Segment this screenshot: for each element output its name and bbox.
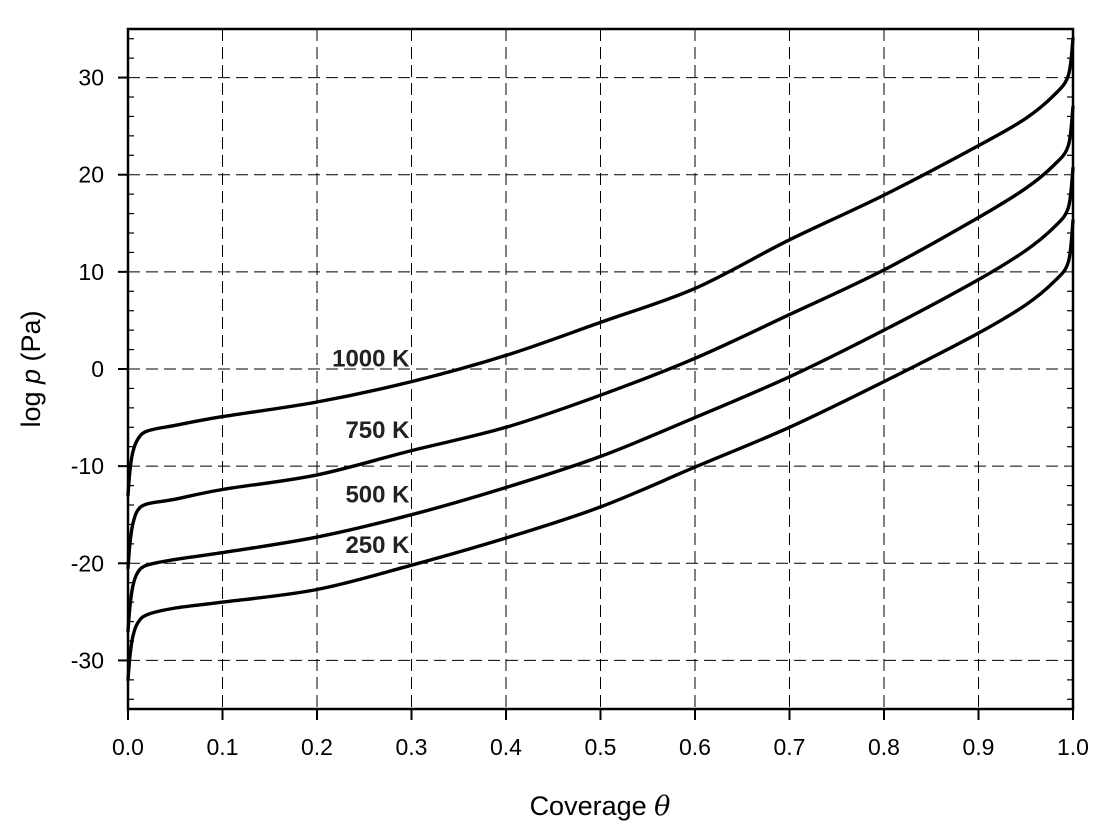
curve-label: 250 K bbox=[345, 532, 410, 559]
curve-label: 1000 K bbox=[332, 345, 410, 372]
curve-1000k bbox=[126, 37, 1075, 497]
curve-250k bbox=[126, 218, 1075, 682]
x-tick-label: 0.3 bbox=[396, 734, 428, 760]
y-tick-label: -20 bbox=[71, 550, 104, 576]
x-tick-label: 0.8 bbox=[868, 734, 900, 760]
x-tick-label: 0.4 bbox=[490, 734, 522, 760]
y-axis-title: log p (Pa) bbox=[16, 310, 46, 427]
x-tick-label: 0.6 bbox=[679, 734, 711, 760]
y-tick-label: -10 bbox=[71, 453, 104, 479]
y-tick-label: 10 bbox=[78, 259, 104, 285]
data-curves bbox=[126, 37, 1075, 682]
y-tick-label: 20 bbox=[78, 162, 104, 188]
y-axis-tick-labels: 30 20 10 0 -10 -20 -30 bbox=[71, 65, 104, 674]
p-symbol: p bbox=[16, 369, 46, 385]
x-axis-title: Coverage θ bbox=[530, 791, 671, 822]
x-tick-label: 0.5 bbox=[585, 734, 617, 760]
x-tick-label: 0.0 bbox=[112, 734, 144, 760]
x-tick-label: 1.0 bbox=[1057, 734, 1089, 760]
plot-frame bbox=[126, 27, 1075, 711]
axis-ticks bbox=[118, 38, 1074, 720]
x-tick-label: 0.2 bbox=[301, 734, 333, 760]
y-tick-label: 0 bbox=[91, 356, 104, 382]
curve-labels: 1000 K 750 K 500 K 250 K bbox=[332, 345, 410, 559]
theta-symbol: θ bbox=[654, 791, 670, 822]
x-axis-tick-labels: 0.0 0.1 0.2 0.3 0.4 0.5 0.6 0.7 0.8 0.9 1.0 bbox=[112, 734, 1089, 760]
grid-lines bbox=[128, 29, 1073, 709]
x-tick-label: 0.1 bbox=[207, 734, 239, 760]
y-tick-label: 30 bbox=[78, 65, 104, 91]
curve-label: 500 K bbox=[345, 481, 410, 508]
x-tick-label: 0.7 bbox=[774, 734, 806, 760]
curve-label: 750 K bbox=[345, 417, 410, 444]
curve-750k bbox=[126, 105, 1075, 570]
x-tick-label: 0.9 bbox=[963, 734, 995, 760]
curve-500k bbox=[126, 166, 1075, 633]
y-tick-label: -30 bbox=[71, 647, 104, 673]
